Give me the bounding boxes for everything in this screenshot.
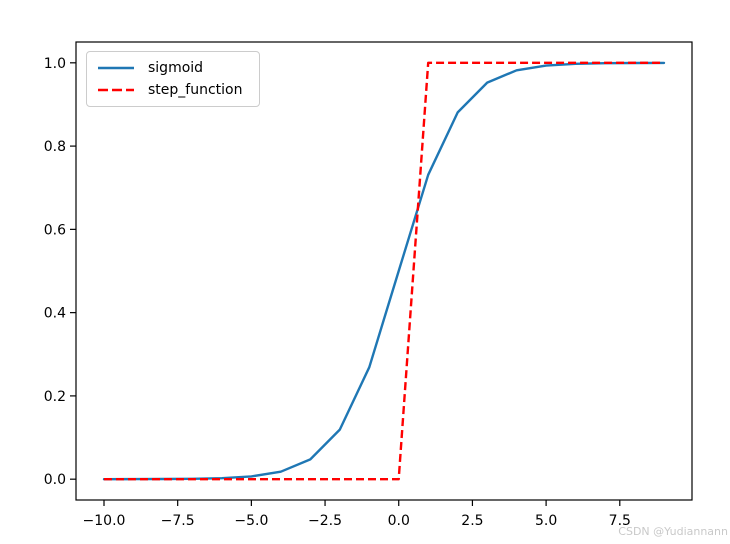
- x-tick-label: 5.0: [535, 513, 557, 529]
- legend-item-sigmoid: sigmoid: [97, 58, 249, 78]
- y-tick-label: 0.6: [44, 222, 66, 238]
- legend-label-sigmoid: sigmoid: [148, 60, 204, 76]
- y-tick-label: 0.8: [44, 139, 66, 155]
- y-tick-label: 0.4: [44, 306, 66, 322]
- watermark: CSDN @Yudiannann: [618, 525, 728, 538]
- x-tick-label: −2.5: [308, 513, 342, 529]
- step-function-line-swatch-icon: [98, 88, 134, 92]
- series-sigmoid: [102, 61, 666, 481]
- x-tick-label: −7.5: [161, 513, 195, 529]
- legend-label-step-function: step_function: [148, 82, 243, 98]
- plot-frame: [75, 41, 693, 501]
- x-tick-label: 0.0: [388, 513, 410, 529]
- x-tick-label: −10.0: [83, 513, 126, 529]
- series-step_function: [104, 61, 664, 481]
- y-tick-label: 0.2: [44, 389, 66, 405]
- legend-item-step-function: step_function: [97, 80, 249, 100]
- y-tick-label: 0.0: [44, 472, 66, 488]
- sigmoid-line-swatch-icon: [98, 66, 134, 70]
- x-tick-label: −5.0: [234, 513, 268, 529]
- y-tick-label: 1.0: [44, 56, 66, 72]
- x-tick-label: 7.5: [609, 513, 631, 529]
- legend: sigmoid step_function: [86, 51, 260, 107]
- x-tick-label: 2.5: [461, 513, 483, 529]
